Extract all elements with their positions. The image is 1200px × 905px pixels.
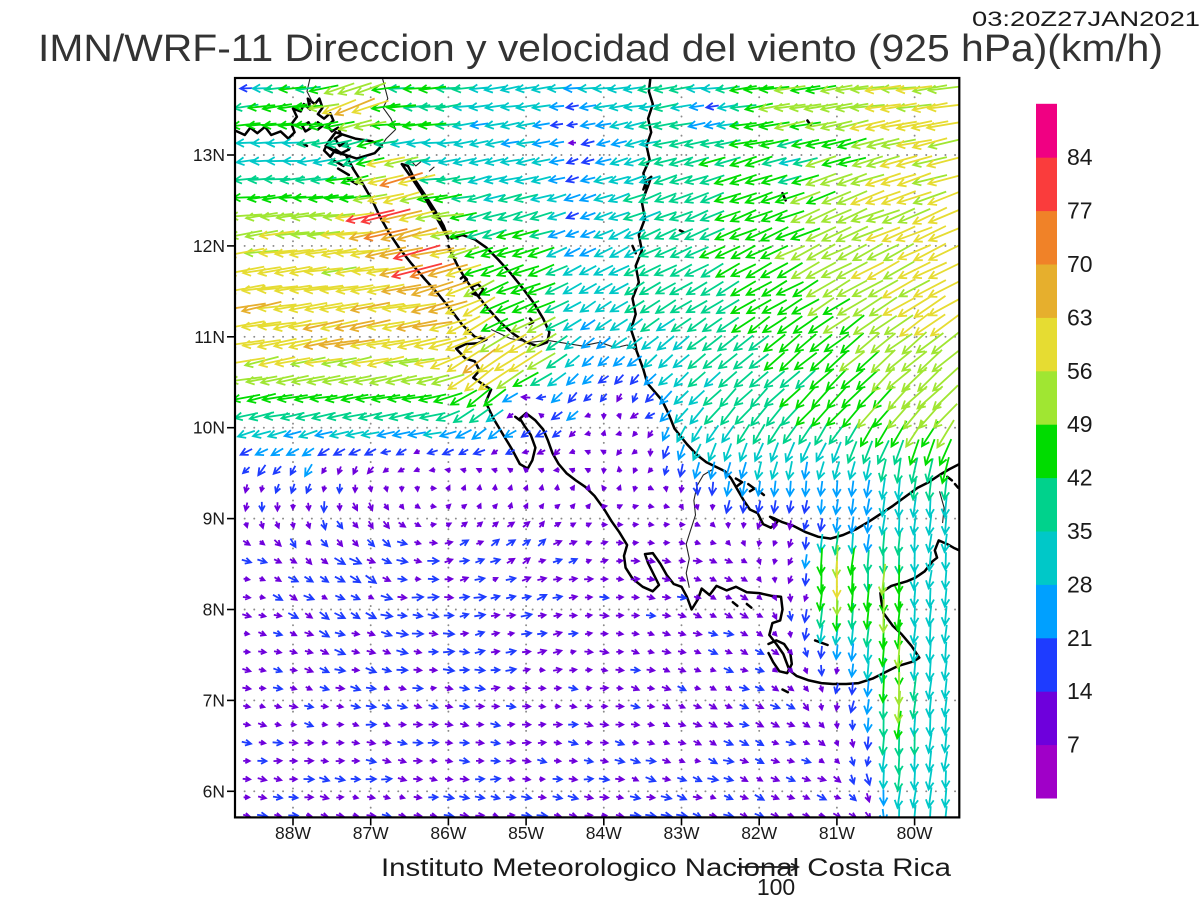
svg-text:85W: 85W [508,823,544,843]
svg-text:80W: 80W [897,823,933,843]
svg-text:49: 49 [1067,411,1093,437]
svg-text:8N: 8N [203,600,225,620]
svg-text:6N: 6N [203,781,225,801]
svg-text:9N: 9N [203,509,225,529]
svg-text:84W: 84W [586,823,622,843]
svg-text:13N: 13N [193,145,225,165]
svg-text:82W: 82W [741,823,777,843]
svg-text:7: 7 [1067,732,1080,758]
svg-text:86W: 86W [430,823,466,843]
svg-text:7N: 7N [203,690,225,710]
svg-text:12N: 12N [193,236,225,256]
svg-text:70: 70 [1067,251,1093,277]
svg-text:88W: 88W [275,823,311,843]
svg-text:87W: 87W [353,823,389,843]
svg-text:35: 35 [1067,518,1093,544]
svg-text:83W: 83W [664,823,700,843]
svg-text:100: 100 [757,874,795,900]
svg-text:10N: 10N [193,418,225,438]
svg-text:63: 63 [1067,304,1093,330]
svg-text:21: 21 [1067,625,1093,651]
svg-text:81W: 81W [819,823,855,843]
svg-text:28: 28 [1067,571,1093,597]
svg-text:Instituto Meteorologico Nacion: Instituto Meteorologico Nacional Costa R… [381,854,951,882]
svg-text:77: 77 [1067,198,1093,224]
svg-text:42: 42 [1067,465,1093,491]
svg-text:14: 14 [1067,678,1093,704]
svg-text:56: 56 [1067,358,1093,384]
svg-text:IMN/WRF-11 Direccion y velocid: IMN/WRF-11 Direccion y velocidad del vie… [38,28,1163,70]
svg-text:11N: 11N [194,327,225,347]
svg-text:84: 84 [1067,144,1093,170]
svg-text:03:20Z27JAN2021: 03:20Z27JAN2021 [972,8,1200,31]
